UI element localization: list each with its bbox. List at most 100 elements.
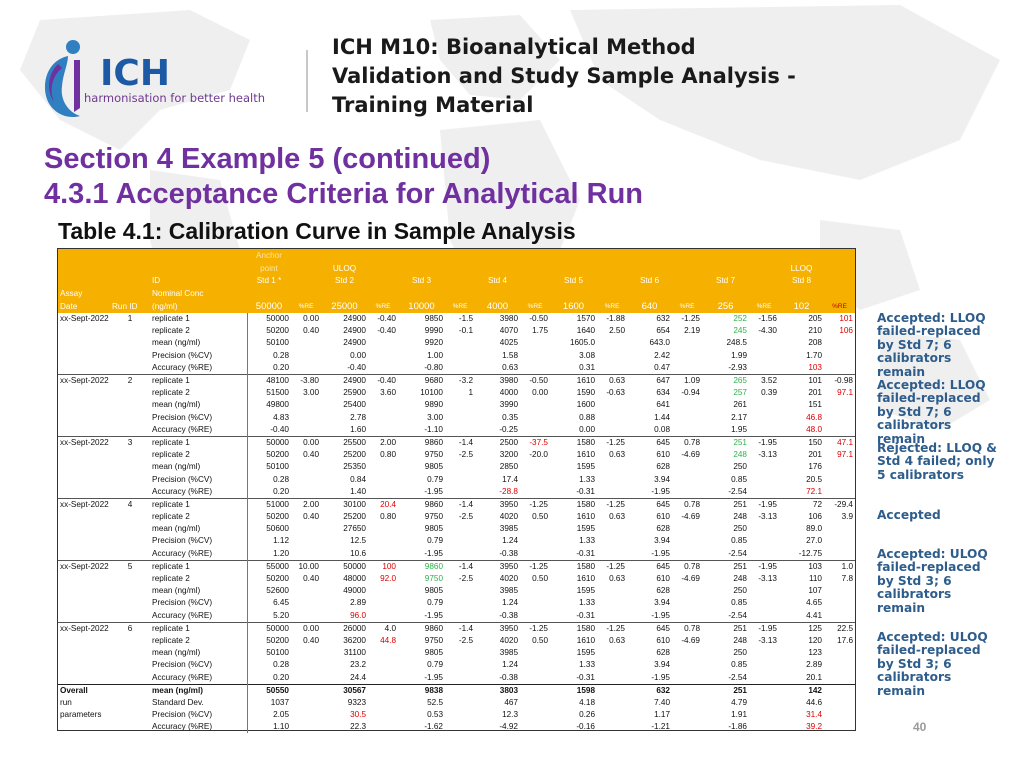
value-cell: 1.33 [579, 536, 595, 546]
run-id-cell: 5 [110, 559, 150, 573]
value-cell: -1.95 [749, 559, 779, 573]
value-cell: -3.13 [758, 635, 777, 645]
value-cell [672, 350, 702, 362]
value-cell [749, 350, 779, 362]
value-cell: -1.95 [424, 548, 443, 558]
value-cell: 27650 [343, 524, 366, 534]
row-label-cell: Accuracy (%RE) [150, 721, 248, 734]
value-cell: 0.63 [609, 450, 625, 460]
assay-date-cell [58, 511, 110, 523]
header-cell [321, 249, 368, 262]
value-cell [291, 671, 321, 684]
header-cell [110, 287, 150, 301]
value-cell [824, 721, 855, 733]
value-cell [824, 486, 855, 499]
value-cell: 252 [733, 314, 747, 324]
ich-logo: ICH harmonisation for better health [44, 40, 265, 118]
value-cell: 628 [656, 462, 670, 472]
value-cell [824, 597, 855, 609]
run-1-note: Accepted: LLOQ failed-replaced by Std 7;… [877, 311, 986, 379]
value-cell: 48000 [343, 574, 366, 584]
value-cell [672, 424, 702, 437]
value-cell: 250 [733, 648, 747, 658]
table-row: replicate 2 50200 0.40 25200 0.80 9750 -2.5 402… [58, 510, 855, 524]
row-label-cell: mean (ng/ml) [150, 399, 248, 412]
header-cell [247, 287, 291, 301]
value-cell [824, 461, 855, 473]
assay-date-cell [58, 424, 110, 437]
value-cell: 0.79 [427, 536, 443, 546]
value-cell: 645 [627, 435, 672, 450]
value-cell: 0.63 [502, 362, 518, 372]
value-cell: 51000 [247, 497, 291, 511]
value-cell [520, 683, 550, 697]
value-cell: 20.1 [806, 672, 822, 682]
value-cell: -4.30 [758, 326, 777, 336]
value-cell [445, 683, 475, 697]
value-cell: -2.93 [728, 362, 747, 372]
value-cell: 251 [702, 435, 749, 450]
value-cell: 101 [839, 314, 853, 324]
header-cell [550, 249, 597, 262]
value-cell: 1.95 [731, 424, 747, 434]
value-cell: 0.39 [761, 388, 777, 398]
value-cell [291, 486, 321, 499]
value-cell: 39.2 [806, 722, 822, 732]
value-cell: 645 [627, 497, 672, 511]
assay-date-cell: xx-Sept-2022 [58, 559, 110, 573]
value-cell: 17.6 [837, 635, 853, 645]
value-cell: 1.91 [731, 710, 747, 720]
value-cell: 250 [733, 462, 747, 472]
value-cell [368, 721, 398, 733]
value-cell: 0.80 [380, 512, 396, 522]
run-id-cell [110, 709, 150, 721]
header-cell: %RE [520, 300, 550, 313]
document-title: ICH M10: Bioanalytical Method Validation… [332, 33, 812, 120]
header-cell [520, 249, 550, 262]
value-cell [824, 659, 855, 671]
value-cell: 55000 [247, 559, 291, 573]
value-cell [824, 548, 855, 561]
value-cell [291, 411, 321, 423]
value-cell [368, 697, 398, 709]
value-cell [672, 697, 702, 709]
row-label-cell: replicate 1 [150, 373, 248, 388]
assay-date-cell [58, 548, 110, 561]
header-cell [749, 287, 779, 301]
value-cell [368, 609, 398, 622]
value-cell [368, 709, 398, 721]
assay-date-cell [58, 523, 110, 535]
run-id-cell [110, 511, 150, 523]
value-cell [520, 671, 550, 684]
row-label-cell: replicate 2 [150, 449, 248, 462]
value-cell: 0.79 [427, 598, 443, 608]
header-cell [597, 249, 627, 262]
value-cell: 20.4 [368, 497, 398, 511]
value-cell [824, 362, 855, 375]
value-cell [368, 548, 398, 561]
value-cell [672, 337, 702, 349]
value-cell: 9990 [424, 326, 443, 336]
value-cell [445, 523, 475, 535]
header-cell [597, 274, 627, 288]
table-row: parameters Precision (%CV) 2.05 30.5 0.53 12.… [58, 708, 855, 722]
value-cell: 30.5 [350, 710, 366, 720]
value-cell: 251 [702, 559, 749, 573]
value-cell: -0.31 [576, 486, 595, 496]
value-cell: 3985 [499, 524, 518, 534]
value-cell [672, 548, 702, 561]
value-cell [597, 609, 627, 622]
value-cell [291, 709, 321, 721]
value-cell: 0.00 [532, 388, 548, 398]
value-cell: 3980 [475, 373, 520, 388]
value-cell [291, 647, 321, 659]
value-cell: -1.4 [445, 497, 475, 511]
value-cell: 1.24 [502, 536, 518, 546]
value-cell: -1.4 [445, 621, 475, 635]
value-cell [520, 337, 550, 349]
run-5-note: Accepted: ULOQ failed-replaced by Std 3;… [877, 547, 988, 615]
value-cell: 9750 [424, 512, 443, 522]
assay-date-cell [58, 411, 110, 423]
value-cell: 4.83 [273, 412, 289, 422]
value-cell: 1610 [576, 574, 595, 584]
